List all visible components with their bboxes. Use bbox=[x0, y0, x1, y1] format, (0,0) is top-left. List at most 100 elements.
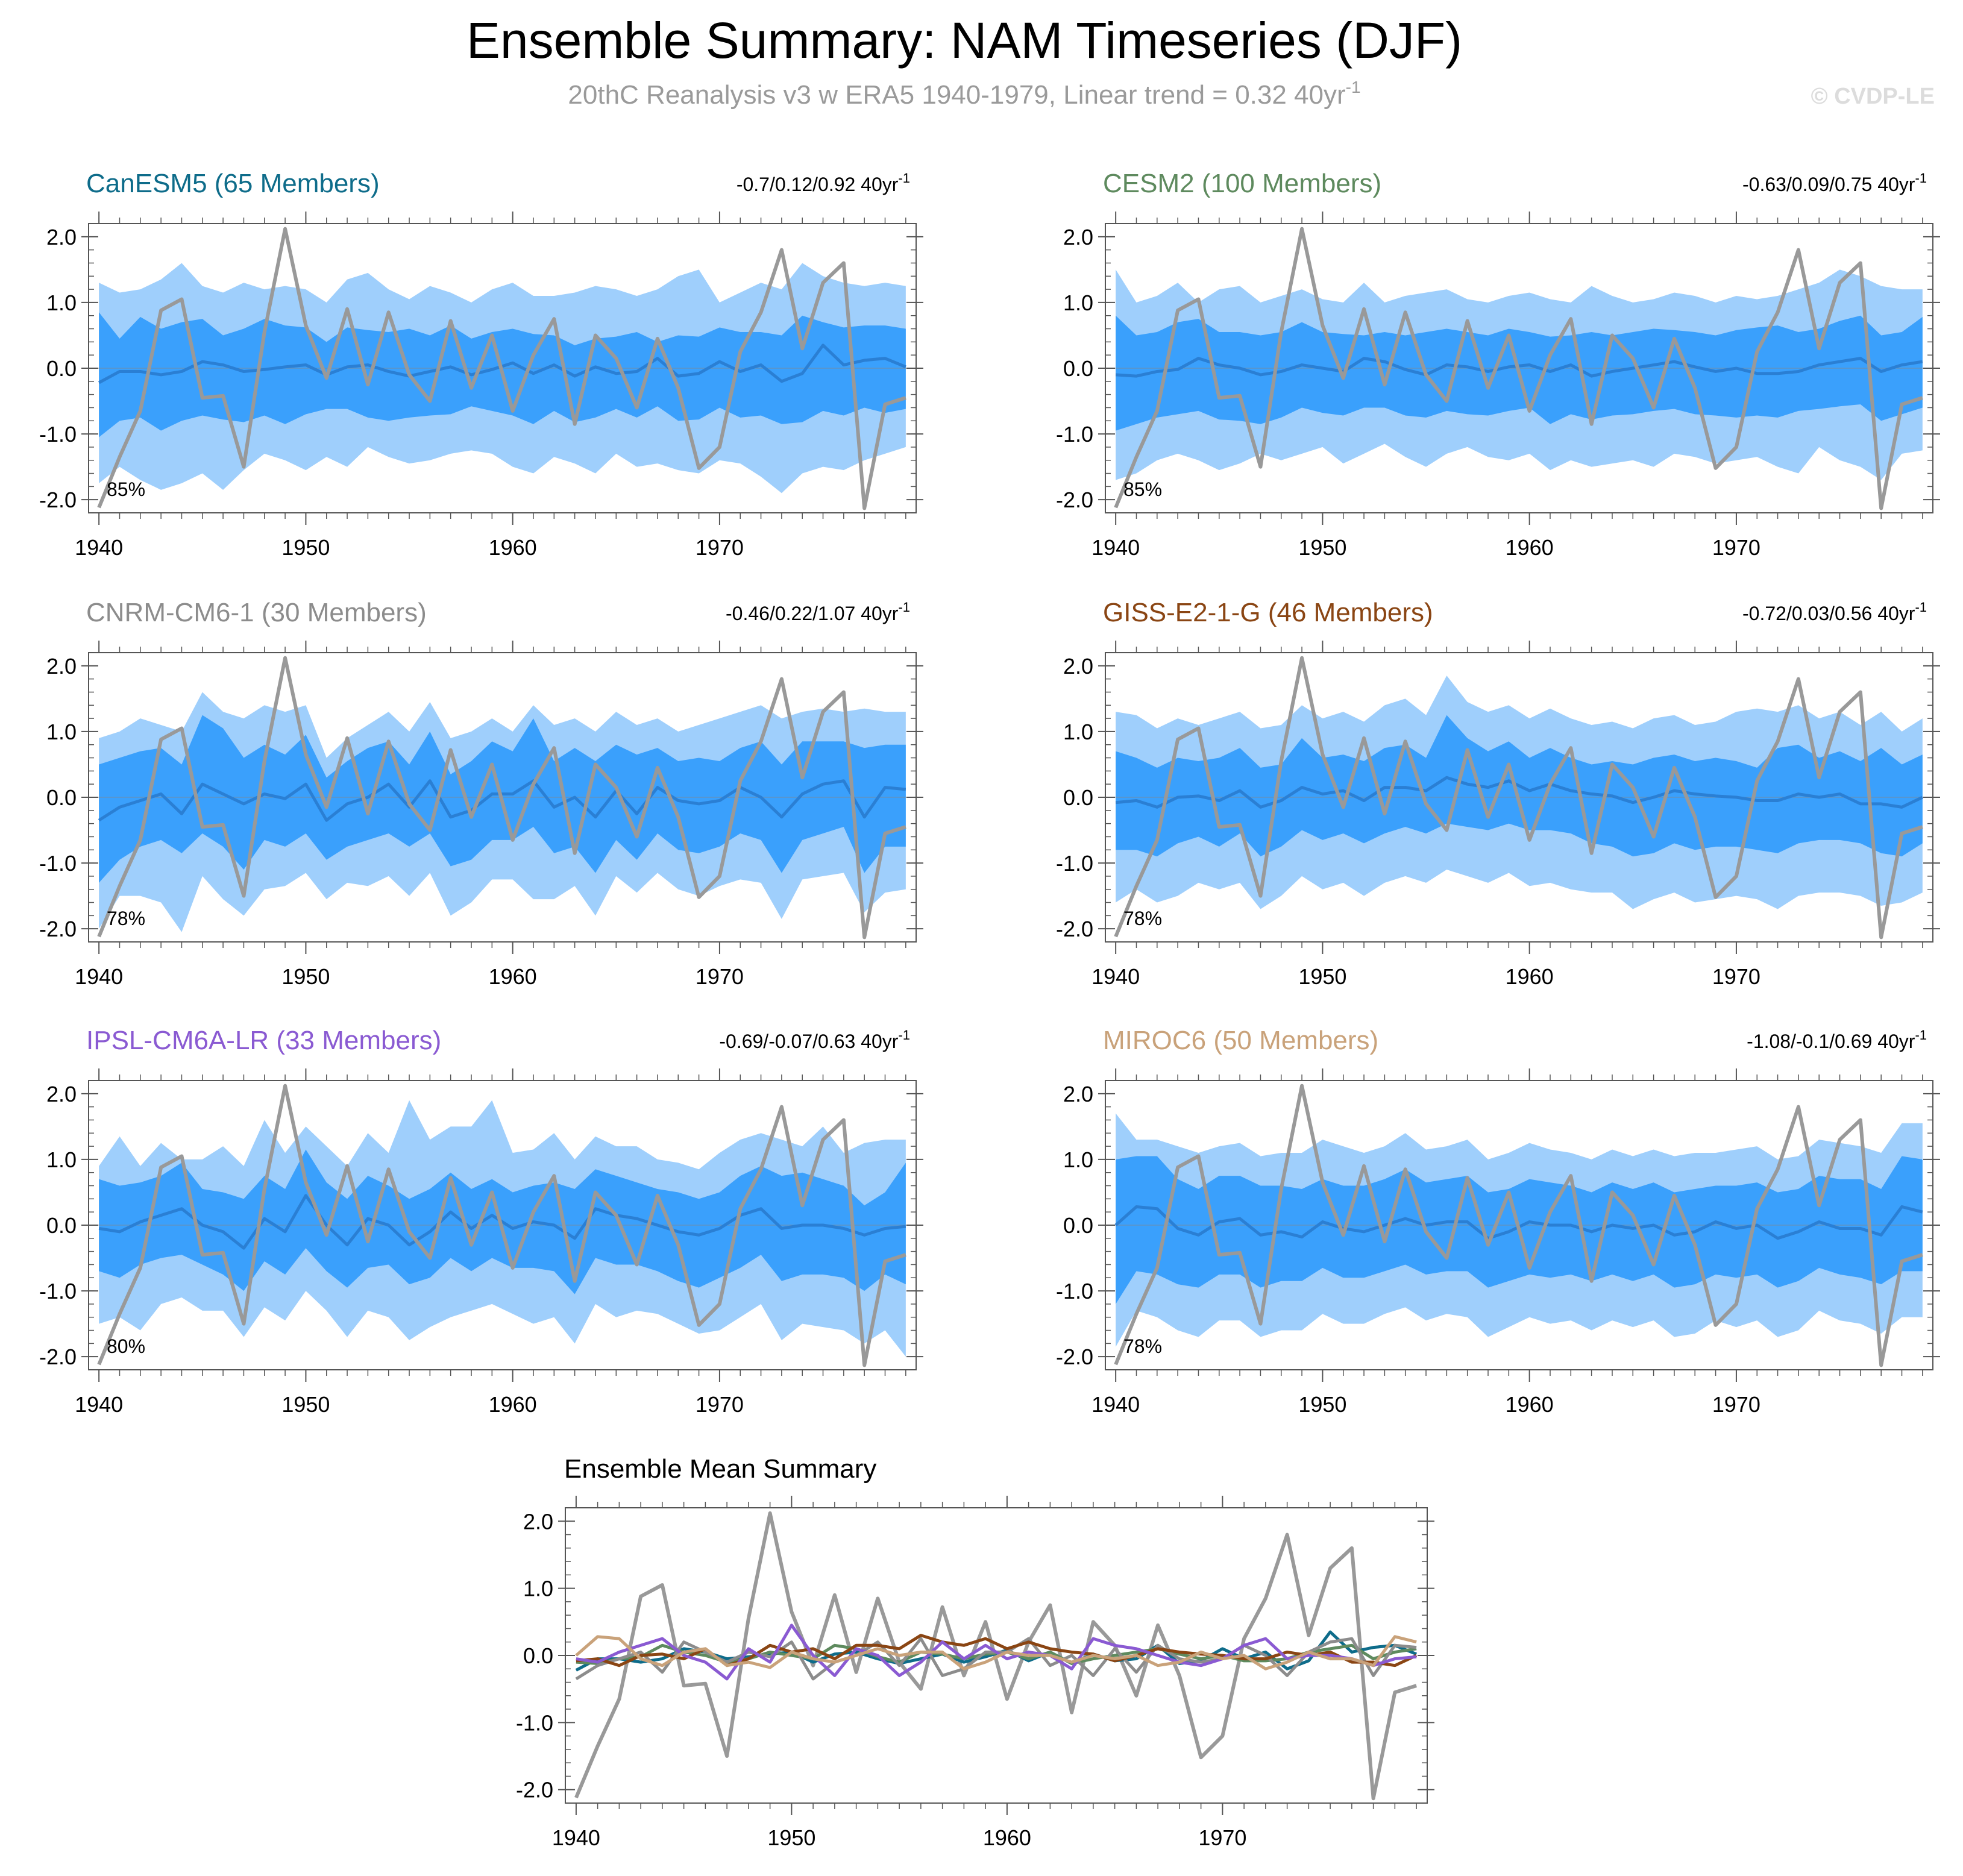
stats-superscript: -1 bbox=[898, 171, 910, 186]
stats-text: -0.72/0.03/0.56 40yr bbox=[1742, 603, 1915, 624]
percent-label: 80% bbox=[107, 1335, 145, 1357]
panel-1-x-tick-label: 1950 bbox=[1298, 535, 1346, 560]
stats-superscript: -1 bbox=[898, 600, 910, 615]
panel-2-y-tick-label: -1.0 bbox=[39, 851, 77, 876]
summary-y-tick-label: 2.0 bbox=[523, 1509, 553, 1534]
stats-superscript: -1 bbox=[898, 1027, 910, 1043]
panel-3-y-tick-label: 0.0 bbox=[1063, 785, 1093, 810]
panel-0-y-tick-label: 2.0 bbox=[46, 225, 77, 249]
model-panel: -2.0 -1.0 0.0 1.0 2.0 1940 1950 1960 1970 IPSL-CM… bbox=[39, 1026, 923, 1417]
panel-0-x-tick-label: 1960 bbox=[489, 535, 537, 560]
summary-x-tick-label: 1970 bbox=[1198, 1825, 1246, 1850]
panel-5-x-tick-label: 1950 bbox=[1298, 1392, 1346, 1417]
panel-3-x-tick-label: 1960 bbox=[1506, 964, 1554, 989]
percent-label: 85% bbox=[1123, 478, 1162, 500]
panel-2-x-tick-label: 1970 bbox=[696, 964, 744, 989]
percent-label: 78% bbox=[107, 908, 145, 929]
subtitle-text: 20thC Reanalysis v3 w ERA5 1940-1979, Li… bbox=[568, 80, 1345, 110]
observed-line bbox=[97, 656, 906, 940]
model-panel: -2.0 -1.0 0.0 1.0 2.0 1940 1950 1960 1970 CNRM-CM… bbox=[39, 598, 923, 989]
summary-panel: -2.0 -1.0 0.0 1.0 2.0 1940 1950 1960 1970 Ensembl… bbox=[516, 1454, 1434, 1850]
panel-2-x-tick-label: 1940 bbox=[75, 964, 123, 989]
panel-4-x-tick-label: 1960 bbox=[489, 1392, 537, 1417]
summary-x-tick-label: 1950 bbox=[767, 1825, 815, 1850]
panel-1-y-tick-label: -1.0 bbox=[1056, 422, 1093, 447]
percent-label: 85% bbox=[107, 478, 145, 500]
panel-0-x-tick-label: 1950 bbox=[281, 535, 330, 560]
panel-title: CESM2 (100 Members) bbox=[1103, 169, 1381, 198]
panel-4-x-tick-label: 1940 bbox=[75, 1392, 123, 1417]
observed-line bbox=[97, 227, 906, 510]
panel-2-y-tick-label: 1.0 bbox=[46, 720, 77, 744]
panel-1-x-tick-label: 1970 bbox=[1712, 535, 1760, 560]
panel-3-y-tick-label: -1.0 bbox=[1056, 851, 1093, 876]
percent-label: 78% bbox=[1123, 1335, 1162, 1357]
panel-1-y-tick-label: -2.0 bbox=[1056, 488, 1093, 512]
panel-5-y-tick-label: -1.0 bbox=[1056, 1279, 1093, 1303]
panel-stats: -0.63/0.09/0.75 40yr-1 bbox=[1742, 171, 1927, 195]
panel-title: CanESM5 (65 Members) bbox=[86, 169, 380, 198]
stats-superscript: -1 bbox=[1915, 1027, 1927, 1043]
summary-x-tick-label: 1940 bbox=[552, 1825, 600, 1850]
panel-2-x-tick-label: 1950 bbox=[281, 964, 330, 989]
observed-line bbox=[97, 1084, 906, 1367]
summary-y-tick-label: 1.0 bbox=[523, 1576, 553, 1601]
panel-0-x-tick-label: 1940 bbox=[75, 535, 123, 560]
summary-x-tick-label: 1960 bbox=[983, 1825, 1031, 1850]
figure-title: Ensemble Summary: NAM Timeseries (DJF) bbox=[466, 12, 1462, 69]
panel-3-y-tick-label: -2.0 bbox=[1056, 917, 1093, 941]
panel-1-x-tick-label: 1940 bbox=[1091, 535, 1140, 560]
subtitle-superscript: -1 bbox=[1346, 78, 1361, 96]
panel-1-x-tick-label: 1960 bbox=[1506, 535, 1554, 560]
ensemble-mean-line bbox=[1115, 776, 1923, 809]
panel-stats: -0.72/0.03/0.56 40yr-1 bbox=[1742, 600, 1927, 624]
percent-label: 78% bbox=[1123, 908, 1162, 929]
panel-3-x-tick-label: 1970 bbox=[1712, 964, 1760, 989]
panel-title: MIROC6 (50 Members) bbox=[1103, 1026, 1378, 1055]
panel-5-y-tick-label: 1.0 bbox=[1063, 1147, 1093, 1172]
stats-text: -1.08/-0.1/0.69 40yr bbox=[1747, 1031, 1915, 1052]
summary-y-tick-label: -2.0 bbox=[516, 1778, 553, 1802]
ensemble-mean-line bbox=[98, 779, 906, 822]
stats-superscript: -1 bbox=[1915, 171, 1927, 186]
summary-y-tick-label: -1.0 bbox=[516, 1710, 553, 1735]
stats-text: -0.46/0.22/1.07 40yr bbox=[726, 603, 899, 624]
panel-2-x-tick-label: 1960 bbox=[489, 964, 537, 989]
model-mean-line bbox=[575, 1635, 1417, 1671]
panel-5-y-tick-label: -2.0 bbox=[1056, 1344, 1093, 1369]
ensemble-mean-line bbox=[1116, 357, 1923, 378]
panel-5-y-tick-label: 2.0 bbox=[1063, 1082, 1093, 1106]
observed-line bbox=[1114, 1084, 1923, 1367]
observed-line bbox=[1114, 656, 1923, 940]
figure-subtitle: 20thC Reanalysis v3 w ERA5 1940-1979, Li… bbox=[568, 78, 1360, 110]
model-panel: -2.0 -1.0 0.0 1.0 2.0 1940 1950 1960 1970 GISS-E2… bbox=[1056, 598, 1940, 989]
observed-line bbox=[574, 1511, 1418, 1801]
panel-title: CNRM-CM6-1 (30 Members) bbox=[86, 598, 427, 627]
panels-layer: -2.0 -1.0 0.0 1.0 2.0 1940 1950 1960 1970 CanESM5… bbox=[39, 169, 1940, 1850]
panel-title: GISS-E2-1-G (46 Members) bbox=[1103, 598, 1433, 627]
panel-4-y-tick-label: 2.0 bbox=[46, 1082, 77, 1106]
ensemble-mean-line bbox=[98, 344, 906, 384]
observed-line bbox=[1114, 227, 1923, 510]
panel-1-y-tick-label: 2.0 bbox=[1063, 225, 1093, 249]
model-mean-line bbox=[576, 1623, 1417, 1681]
panel-4-y-tick-label: -1.0 bbox=[39, 1279, 77, 1303]
panel-4-y-tick-label: -2.0 bbox=[39, 1344, 77, 1369]
model-panel: -2.0 -1.0 0.0 1.0 2.0 1940 1950 1960 1970 MIROC6 … bbox=[1056, 1026, 1940, 1417]
model-panel: -2.0 -1.0 0.0 1.0 2.0 1940 1950 1960 1970 CanESM5… bbox=[39, 169, 923, 560]
panel-0-y-tick-label: -2.0 bbox=[39, 488, 77, 512]
panel-5-y-tick-label: 0.0 bbox=[1063, 1213, 1093, 1238]
panel-3-y-tick-label: 2.0 bbox=[1063, 654, 1093, 679]
stats-text: -0.69/-0.07/0.63 40yr bbox=[719, 1031, 898, 1052]
panel-4-x-tick-label: 1950 bbox=[281, 1392, 330, 1417]
panel-2-y-tick-label: -2.0 bbox=[39, 917, 77, 941]
panel-stats: -0.69/-0.07/0.63 40yr-1 bbox=[719, 1027, 910, 1052]
panel-2-y-tick-label: 0.0 bbox=[46, 785, 77, 810]
panel-5-x-tick-label: 1940 bbox=[1091, 1392, 1140, 1417]
panel-3-y-tick-label: 1.0 bbox=[1063, 720, 1093, 744]
stats-text: -0.63/0.09/0.75 40yr bbox=[1742, 174, 1915, 195]
model-panel: -2.0 -1.0 0.0 1.0 2.0 1940 1950 1960 1970 CESM2 (… bbox=[1056, 169, 1940, 560]
panel-stats: -1.08/-0.1/0.69 40yr-1 bbox=[1747, 1027, 1927, 1052]
panel-0-y-tick-label: 1.0 bbox=[46, 290, 77, 315]
